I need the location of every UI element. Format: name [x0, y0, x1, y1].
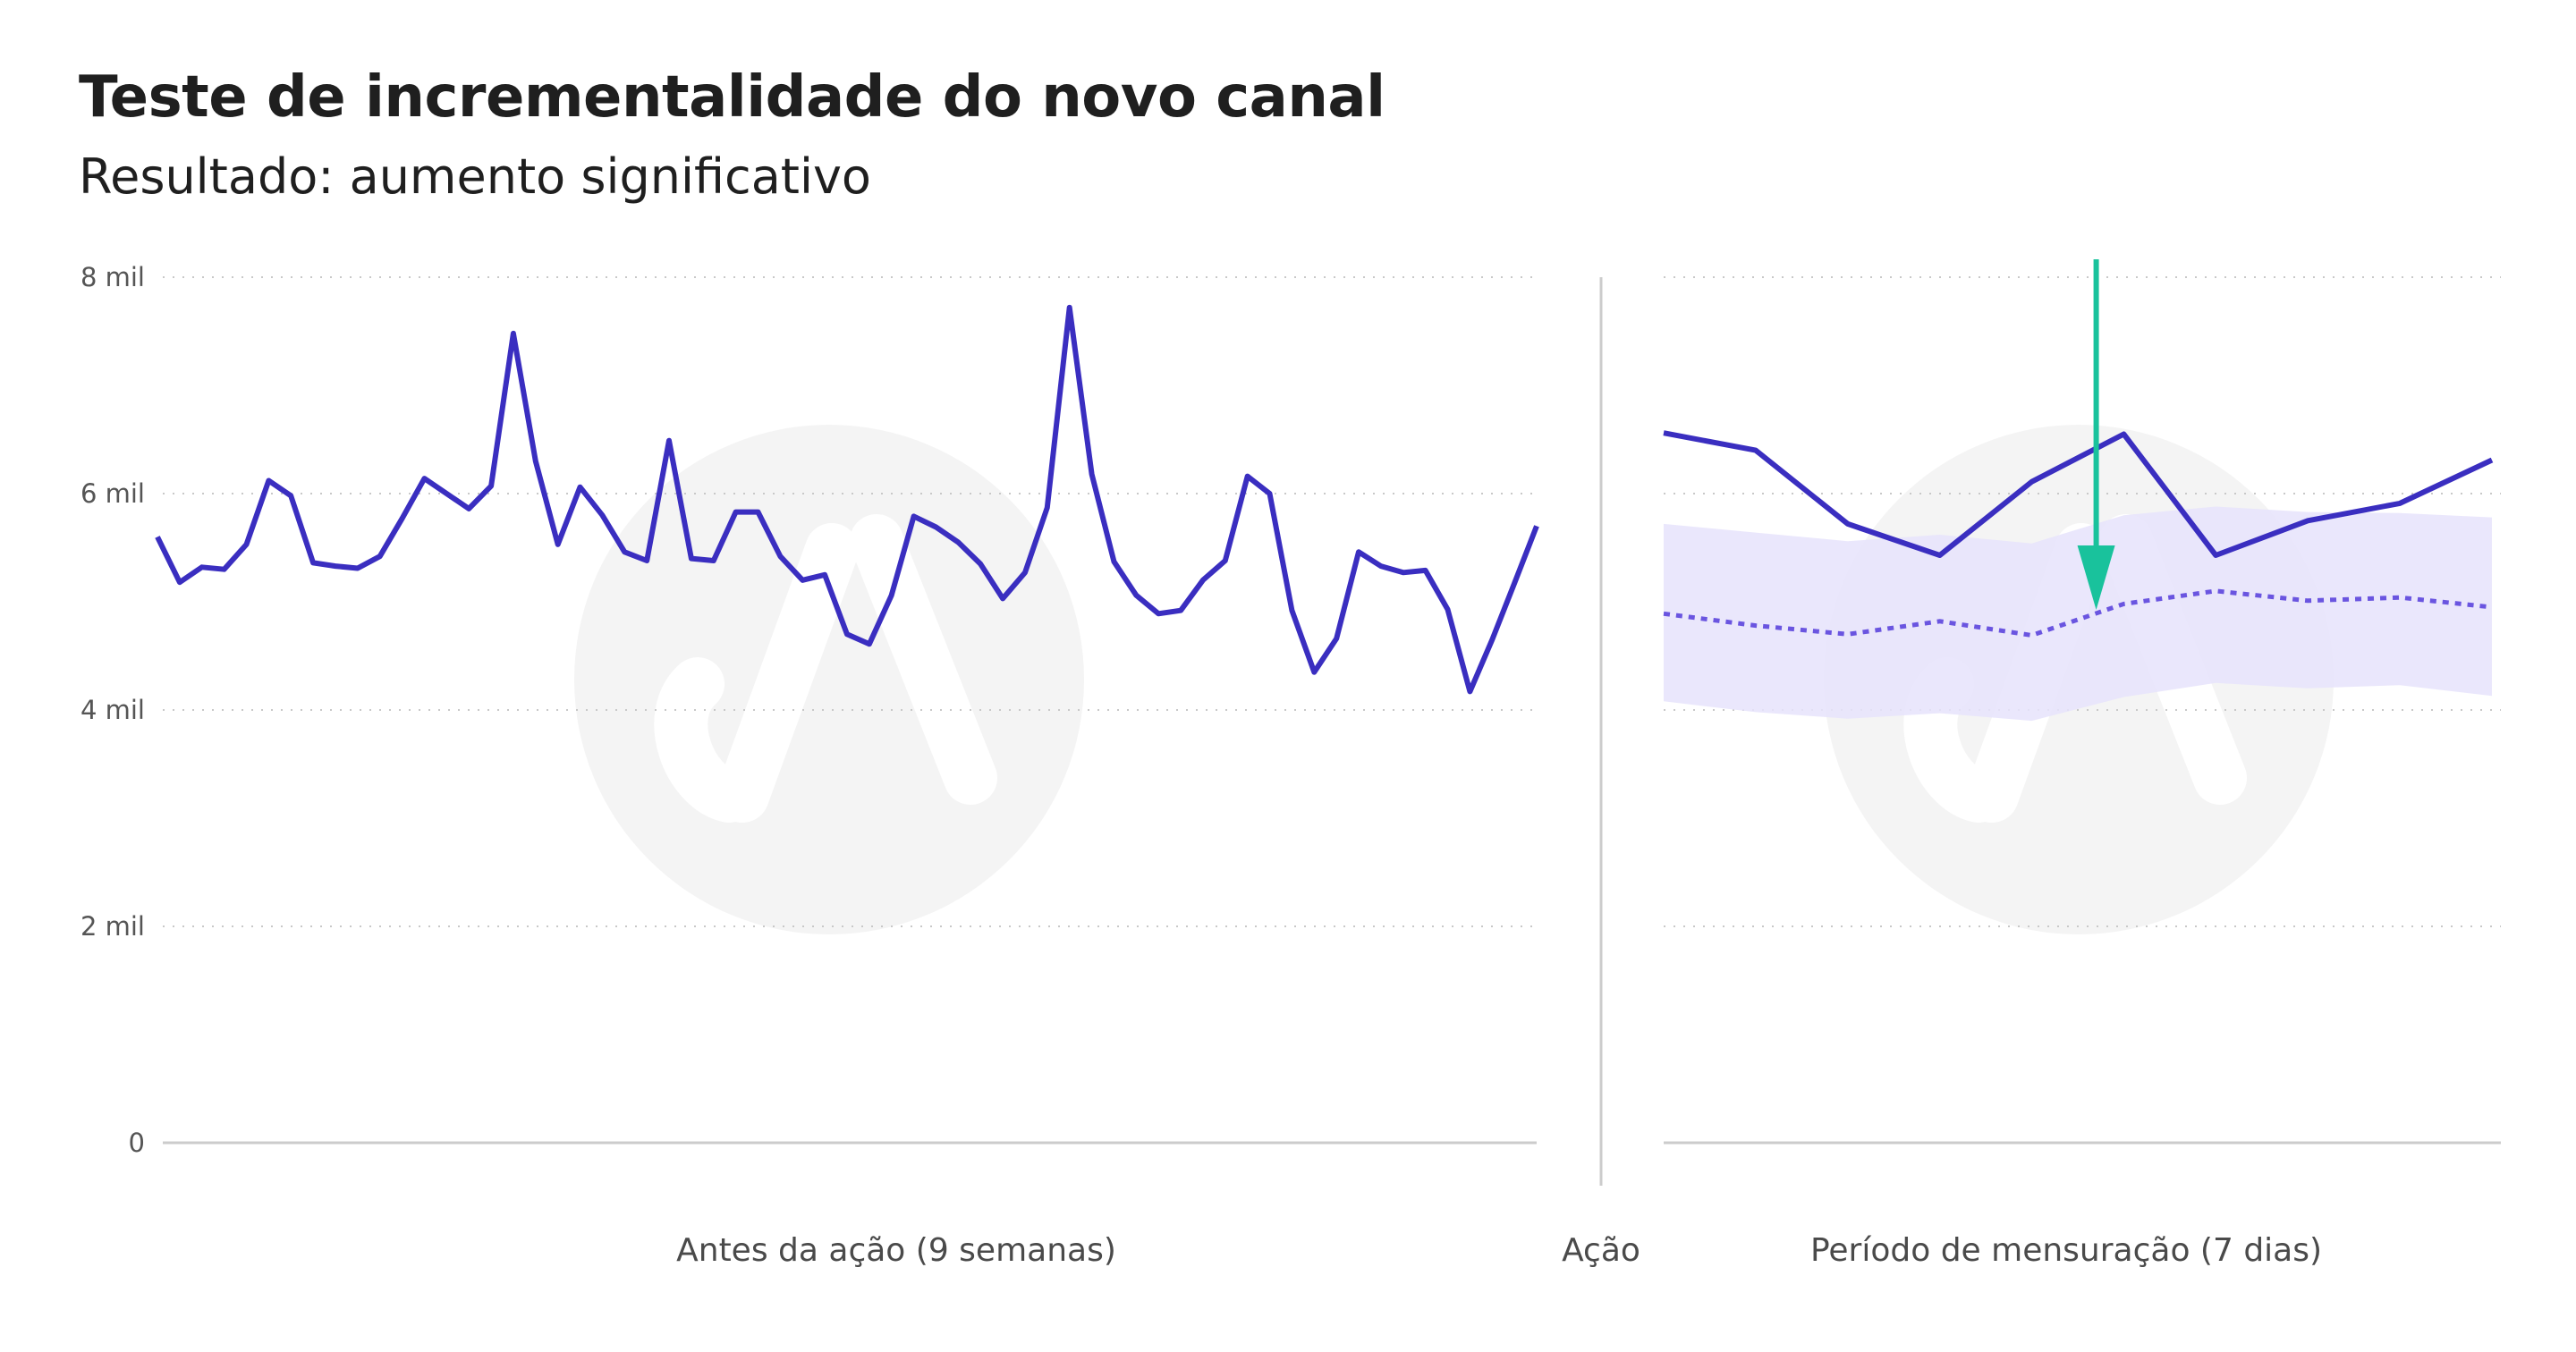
y-tick-label: 6 mil — [80, 478, 145, 509]
actual-line-after — [1663, 430, 2494, 558]
grid-left — [163, 276, 1537, 1145]
y-axis-ticks: 0 2 mil 4 mil 6 mil 8 mil — [80, 262, 145, 1158]
counterfactual-line — [1663, 588, 2493, 638]
confidence-band — [1664, 506, 2492, 722]
actual-line-before — [155, 304, 1539, 695]
lift-arrow-head — [2077, 545, 2115, 610]
y-tick-label: 4 mil — [80, 695, 145, 725]
watermark-logo-icon — [574, 425, 1084, 934]
x-label-before: Antes da ação (9 semanas) — [676, 1232, 1116, 1269]
y-tick-label: 8 mil — [80, 262, 145, 292]
chart-title: Teste de incrementalidade do novo canal — [79, 64, 1385, 131]
x-label-after: Período de mensuração (7 dias) — [1810, 1232, 2322, 1269]
lift-arrow-icon — [2077, 259, 2115, 610]
y-tick-label: 2 mil — [80, 911, 145, 942]
x-label-action: Ação — [1562, 1232, 1640, 1269]
chart-subtitle: Resultado: aumento significativo — [79, 148, 871, 205]
y-tick-label: 0 — [129, 1128, 145, 1158]
